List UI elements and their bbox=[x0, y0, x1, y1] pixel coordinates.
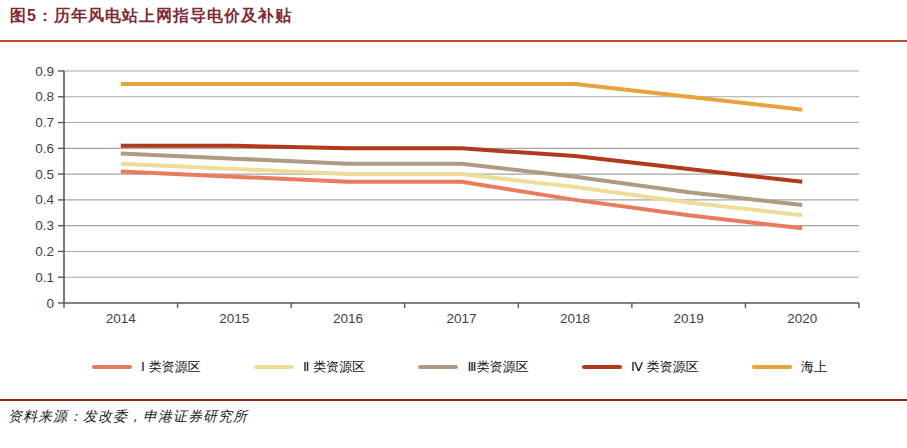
y-tick-label: 0.2 bbox=[35, 244, 54, 259]
y-tick-label: 0.4 bbox=[35, 192, 54, 207]
y-tick-label: 0.1 bbox=[35, 270, 54, 285]
legend-label: 海上 bbox=[801, 358, 827, 376]
x-tick-label: 2016 bbox=[333, 311, 363, 326]
y-tick-label: 0.7 bbox=[35, 115, 54, 130]
y-tick-label: 0.8 bbox=[35, 89, 54, 104]
legend-item-4: Ⅳ 类资源区 bbox=[582, 358, 699, 376]
legend-swatch bbox=[254, 365, 294, 369]
x-tick-label: 2019 bbox=[674, 311, 704, 326]
legend-swatch bbox=[418, 365, 458, 369]
legend-item-3: Ⅲ类资源区 bbox=[418, 358, 528, 376]
legend-label: Ⅳ 类资源区 bbox=[631, 358, 699, 376]
line-chart: 0 0.1 0.2 0.3 0.4 0.5 0.6 0.7 0.8 0.9 2014 2015 2016… bbox=[0, 0, 907, 345]
legend-swatch bbox=[752, 365, 792, 369]
x-tick-label: 2020 bbox=[787, 311, 817, 326]
legend-label: Ⅱ 类资源区 bbox=[303, 358, 365, 376]
y-tick-label: 0.3 bbox=[35, 218, 54, 233]
legend-label: Ⅰ 类资源区 bbox=[141, 358, 200, 376]
x-tick-label: 2017 bbox=[446, 311, 476, 326]
x-tick-label: 2014 bbox=[106, 311, 137, 326]
legend-swatch bbox=[582, 365, 622, 369]
legend-swatch bbox=[92, 365, 132, 369]
y-tick-label: 0.6 bbox=[35, 141, 54, 156]
legend-item-5: 海上 bbox=[752, 358, 827, 376]
legend-item-2: Ⅱ 类资源区 bbox=[254, 358, 365, 376]
legend-item-1: Ⅰ 类资源区 bbox=[92, 358, 200, 376]
x-tick-label: 2018 bbox=[560, 311, 590, 326]
source-note: 资料来源：发改委，申港证券研究所 bbox=[8, 408, 248, 426]
series-line-3 bbox=[121, 153, 802, 205]
footer-divider bbox=[0, 399, 907, 401]
x-tick-label: 2015 bbox=[219, 311, 249, 326]
y-tick-label: 0 bbox=[46, 296, 54, 311]
chart-legend: Ⅰ 类资源区 Ⅱ 类资源区 Ⅲ类资源区 Ⅳ 类资源区 海上 bbox=[92, 352, 827, 382]
y-tick-label: 0.5 bbox=[35, 167, 54, 182]
y-tick-label: 0.9 bbox=[35, 64, 54, 79]
legend-label: Ⅲ类资源区 bbox=[467, 358, 528, 376]
